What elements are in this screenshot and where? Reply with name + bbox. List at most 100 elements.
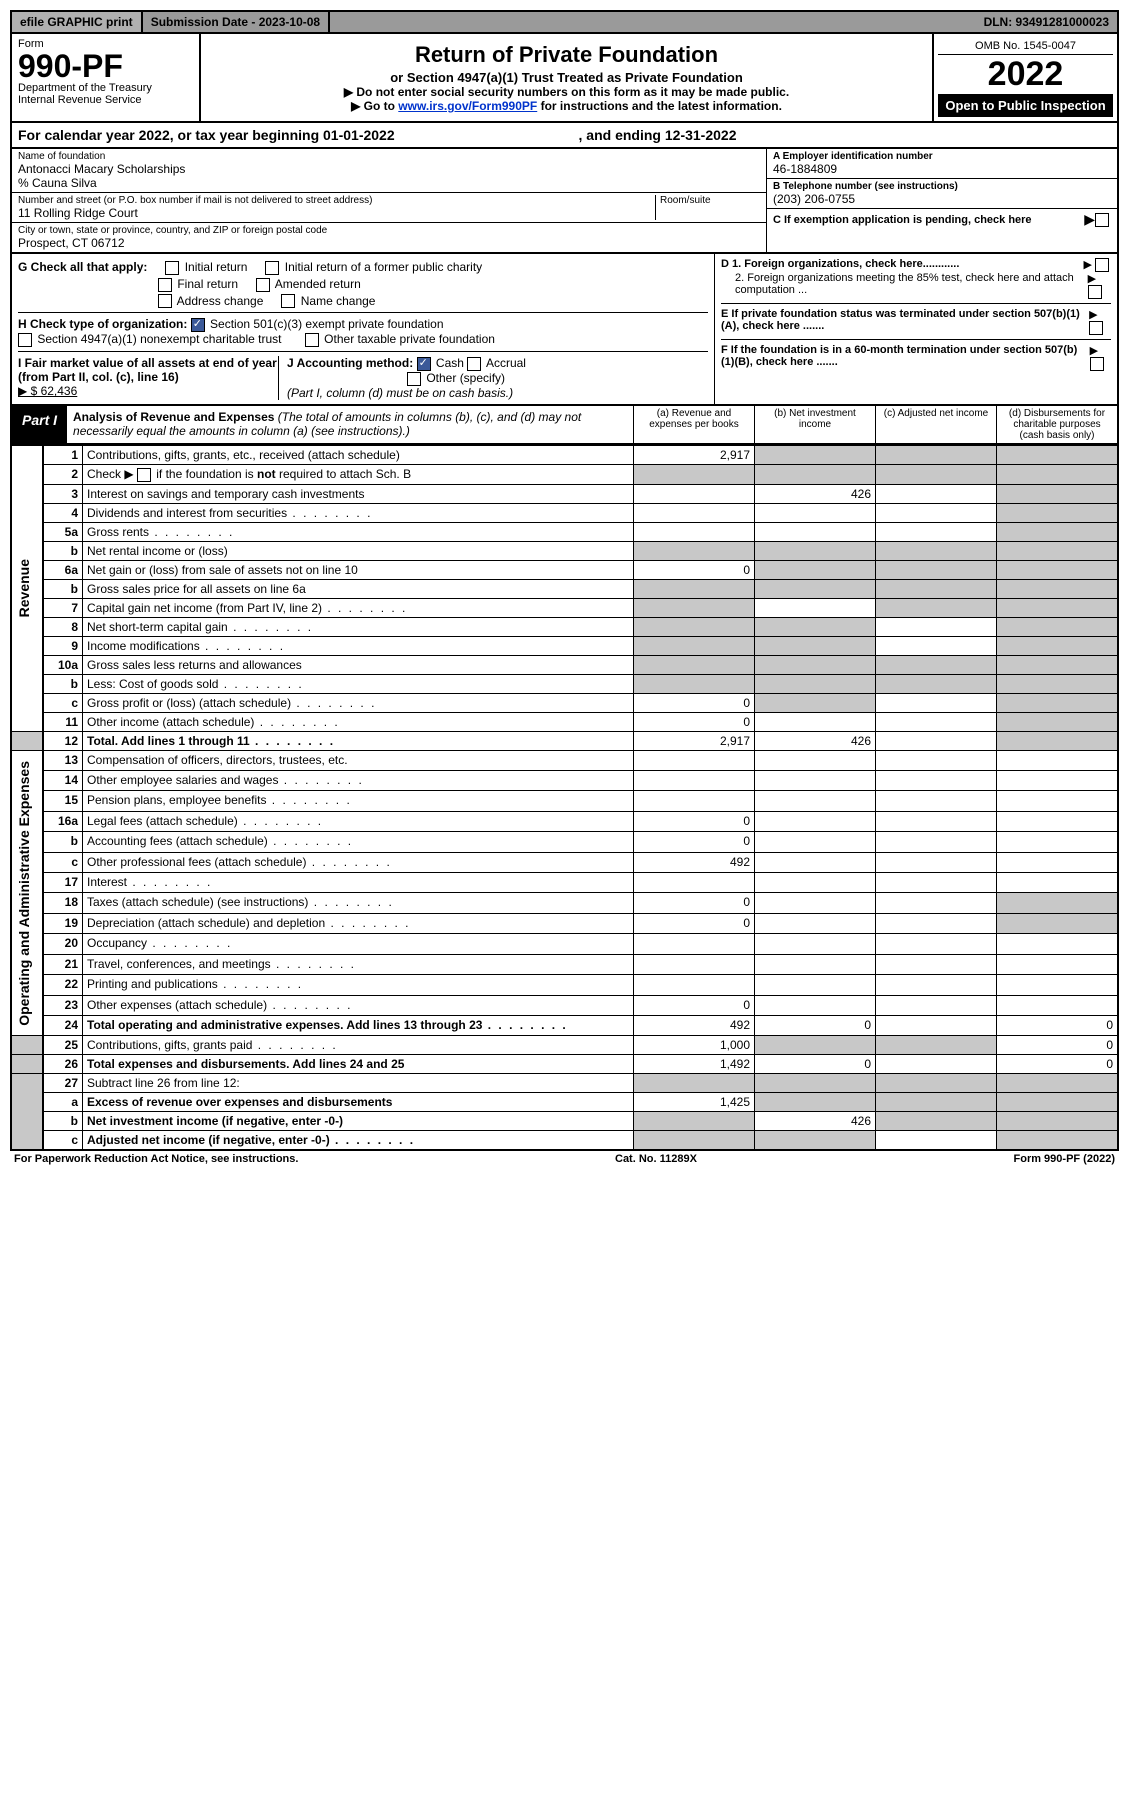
d2-cb[interactable] [1088, 285, 1102, 299]
col-b: (b) Net investment income [754, 406, 875, 443]
table-row: 20Occupancy [11, 934, 1118, 954]
g-final[interactable] [158, 278, 172, 292]
foundation-name: Antonacci Macary Scholarships [18, 162, 760, 176]
table-row: 26Total expenses and disbursements. Add … [11, 1055, 1118, 1074]
j-cash[interactable] [417, 357, 431, 371]
h-501c3[interactable] [191, 318, 205, 332]
table-row: bNet rental income or (loss) [11, 541, 1118, 560]
h-label: H Check type of organization: [18, 317, 187, 331]
dept: Department of the Treasury [18, 82, 193, 94]
j-other[interactable] [407, 372, 421, 386]
d1: D 1. Foreign organizations, check here..… [721, 258, 959, 272]
table-row: 7Capital gain net income (from Part IV, … [11, 598, 1118, 617]
form-title: Return of Private Foundation [207, 42, 926, 68]
schb-cb[interactable] [137, 468, 151, 482]
footer-mid: Cat. No. 11289X [615, 1153, 697, 1165]
i-label: I Fair market value of all assets at end… [18, 356, 277, 384]
h-4947[interactable] [18, 333, 32, 347]
table-row: 4Dividends and interest from securities [11, 503, 1118, 522]
table-row: 2Check ▶ if the foundation is not requir… [11, 464, 1118, 484]
calendar-year: For calendar year 2022, or tax year begi… [10, 123, 1119, 149]
note2: ▶ Go to www.irs.gov/Form990PF for instru… [207, 99, 926, 113]
table-row: 17Interest [11, 873, 1118, 893]
omb: OMB No. 1545-0047 [938, 38, 1113, 55]
submission-date: Submission Date - 2023-10-08 [143, 12, 330, 32]
table-row: 19Depreciation (attach schedule) and dep… [11, 913, 1118, 933]
phone-label: B Telephone number (see instructions) [773, 181, 1111, 192]
table-row: 16aLegal fees (attach schedule)0 [11, 811, 1118, 831]
col-c: (c) Adjusted net income [875, 406, 996, 443]
dln: DLN: 93491281000023 [976, 12, 1117, 32]
g-initial-former[interactable] [265, 261, 279, 275]
entity-info: Name of foundation Antonacci Macary Scho… [10, 149, 1119, 254]
table-row: cOther professional fees (attach schedul… [11, 852, 1118, 872]
table-row: 21Travel, conferences, and meetings [11, 954, 1118, 974]
top-bar: efile GRAPHIC print Submission Date - 20… [10, 10, 1119, 34]
city-state-zip: Prospect, CT 06712 [18, 236, 760, 250]
ein: 46-1884809 [773, 162, 1111, 176]
form-subtitle: or Section 4947(a)(1) Trust Treated as P… [207, 70, 926, 85]
table-row: 6aNet gain or (loss) from sale of assets… [11, 560, 1118, 579]
c-checkbox[interactable] [1095, 213, 1109, 227]
table-row: bGross sales price for all assets on lin… [11, 579, 1118, 598]
table-row: cAdjusted net income (if negative, enter… [11, 1131, 1118, 1151]
j-label: J Accounting method: [287, 356, 413, 370]
table-row: 15Pension plans, employee benefits [11, 791, 1118, 811]
footer-right: Form 990-PF (2022) [1014, 1153, 1115, 1165]
table-row: 14Other employee salaries and wages [11, 771, 1118, 791]
j-note: (Part I, column (d) must be on cash basi… [287, 386, 513, 400]
d2: 2. Foreign organizations meeting the 85%… [735, 272, 1088, 299]
c-label: C If exemption application is pending, c… [773, 214, 1032, 226]
g-address[interactable] [158, 294, 172, 308]
care-of: % Cauna Silva [18, 176, 760, 190]
g-label: G Check all that apply: [18, 260, 147, 274]
col-a: (a) Revenue and expenses per books [633, 406, 754, 443]
table-row: 12Total. Add lines 1 through 112,917426 [11, 731, 1118, 750]
table-row: aExcess of revenue over expenses and dis… [11, 1093, 1118, 1112]
revenue-side: Revenue [16, 551, 32, 625]
tax-year: 2022 [938, 55, 1113, 94]
g-name[interactable] [281, 294, 295, 308]
table-row: bAccounting fees (attach schedule)0 [11, 832, 1118, 852]
d1-cb[interactable] [1095, 258, 1109, 272]
ein-label: A Employer identification number [773, 151, 1111, 162]
form-number: 990-PF [18, 50, 193, 82]
f-label: F If the foundation is in a 60-month ter… [721, 344, 1090, 371]
col-d: (d) Disbursements for charitable purpose… [996, 406, 1117, 443]
expenses-side: Operating and Administrative Expenses [16, 753, 32, 1034]
table-row: 27Subtract line 26 from line 12: [11, 1074, 1118, 1093]
table-row: 18Taxes (attach schedule) (see instructi… [11, 893, 1118, 913]
city-label: City or town, state or province, country… [18, 225, 760, 236]
e-cb[interactable] [1089, 321, 1103, 335]
table-row: bLess: Cost of goods sold [11, 674, 1118, 693]
room-label: Room/suite [660, 195, 760, 206]
note1: ▶ Do not enter social security numbers o… [207, 85, 926, 99]
table-row: Operating and Administrative Expenses 13… [11, 750, 1118, 770]
table-row: Revenue 1Contributions, gifts, grants, e… [11, 445, 1118, 464]
phone: (203) 206-0755 [773, 192, 1111, 206]
table-row: 22Printing and publications [11, 975, 1118, 995]
table-row: 8Net short-term capital gain [11, 617, 1118, 636]
table-row: 24Total operating and administrative exp… [11, 1015, 1118, 1036]
name-label: Name of foundation [18, 151, 760, 162]
addr-label: Number and street (or P.O. box number if… [18, 195, 655, 206]
page-footer: For Paperwork Reduction Act Notice, see … [10, 1151, 1119, 1167]
g-initial[interactable] [165, 261, 179, 275]
table-row: 23Other expenses (attach schedule)0 [11, 995, 1118, 1015]
table-row: 10aGross sales less returns and allowanc… [11, 655, 1118, 674]
h-other-tax[interactable] [305, 333, 319, 347]
fmv: ▶ $ 62,436 [18, 384, 77, 398]
footer-left: For Paperwork Reduction Act Notice, see … [14, 1153, 298, 1165]
f-cb[interactable] [1090, 357, 1104, 371]
j-accrual[interactable] [467, 357, 481, 371]
part1-label: Part I [12, 406, 67, 443]
table-row: 11Other income (attach schedule)0 [11, 712, 1118, 731]
table-row: 25Contributions, gifts, grants paid1,000… [11, 1036, 1118, 1055]
g-amended[interactable] [256, 278, 270, 292]
open-public: Open to Public Inspection [938, 94, 1113, 117]
irs-link[interactable]: www.irs.gov/Form990PF [398, 99, 537, 113]
street-address: 11 Rolling Ridge Court [18, 206, 655, 220]
part1-header: Part I Analysis of Revenue and Expenses … [10, 406, 1119, 445]
efile-label: efile GRAPHIC print [12, 12, 143, 32]
table-row: 9Income modifications [11, 636, 1118, 655]
